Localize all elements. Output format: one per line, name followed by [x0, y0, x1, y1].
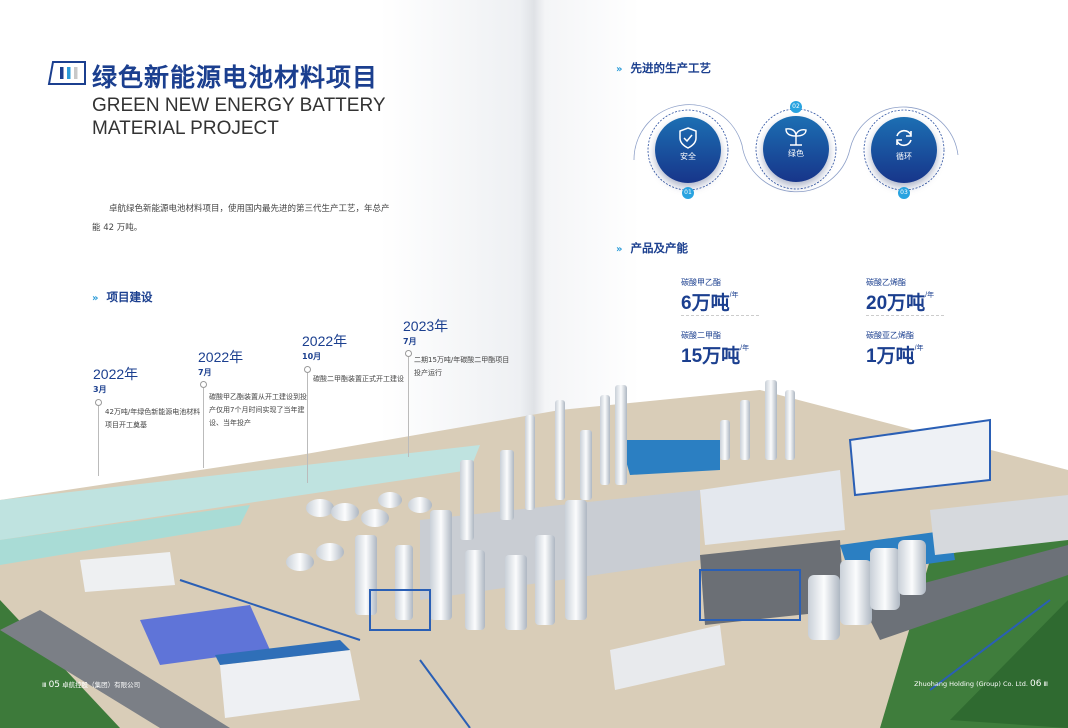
page-number: 05	[48, 680, 61, 690]
process-rings	[633, 104, 959, 193]
product-item: 碳酸甲乙酯 6万吨/年	[681, 277, 759, 316]
page-number: 06	[1029, 679, 1042, 689]
sprout-icon	[785, 128, 807, 146]
timeline-year: 2022年	[198, 349, 244, 365]
subtitle-line-1: GREEN NEW ENERGY BATTERY	[92, 95, 386, 116]
process-item-safety: 安全	[655, 117, 721, 183]
recycle-arrows-icon	[896, 129, 912, 147]
product-capacity: 15万吨	[681, 346, 741, 367]
timeline-line	[307, 373, 308, 483]
footer-right: Zhuohang Holding (Group) Co. Ltd. 06 Ⅲ	[914, 679, 1048, 689]
footer-company: 卓航控股（集团）有限公司	[62, 681, 141, 689]
step-badge: 02	[790, 101, 802, 113]
footer-bars-icon: Ⅲ	[42, 681, 47, 689]
timeline-item: 2022年 7月 碳酸甲乙酯装置从开工建设到投产仅用7个月时间实现了当年建设、当…	[198, 347, 307, 468]
page-title: 绿色新能源电池材料项目	[92, 63, 379, 92]
timeline-month: 10月	[302, 352, 322, 361]
capacity-unit: /年	[729, 292, 739, 299]
capacity-unit: /年	[914, 345, 924, 352]
timeline-text: 碳酸二甲酯装置正式开工建设	[313, 375, 404, 383]
timeline-dot	[304, 366, 311, 373]
timeline-year: 2022年	[93, 366, 139, 382]
product-item: 碳酸二甲酯 15万吨/年	[681, 330, 749, 368]
footer-bars-icon: Ⅲ	[1043, 680, 1048, 688]
product-name: 碳酸甲乙酯	[681, 278, 721, 287]
timeline-year: 2023年	[403, 318, 449, 334]
timeline-year: 2022年	[302, 333, 348, 349]
timeline-dot	[95, 399, 102, 406]
process-label: 绿色	[788, 149, 804, 158]
chevron-right-icon: »	[616, 244, 623, 255]
timeline-item: 2022年 3月 42万吨/年绿色新能源电池材料项目开工奠基	[93, 364, 200, 476]
product-item: 碳酸亚乙烯酯 1万吨/年	[866, 330, 924, 368]
capacity-unit: /年	[740, 345, 750, 352]
timeline-dot	[200, 381, 207, 388]
timeline-line	[203, 388, 204, 468]
timeline-month: 7月	[198, 368, 212, 377]
product-item: 碳酸乙烯酯 20万吨/年	[866, 277, 944, 316]
section-logo-icon	[47, 61, 86, 85]
product-capacity: 1万吨	[866, 346, 915, 367]
section-label: 项目建设	[106, 290, 153, 304]
step-badge: 01	[682, 187, 694, 199]
chevron-right-icon: »	[616, 64, 623, 75]
product-capacity: 20万吨	[866, 293, 926, 314]
subtitle-line-2: MATERIAL PROJECT	[92, 118, 279, 139]
divider	[866, 315, 944, 316]
product-name: 碳酸乙烯酯	[866, 278, 906, 287]
timeline-text: 二期15万吨/年碳酸二甲酯项目投产运行	[414, 356, 510, 377]
timeline-month: 3月	[93, 385, 107, 394]
timeline-line	[408, 357, 409, 457]
section-label: 先进的生产工艺	[630, 61, 711, 75]
process-label: 循环	[896, 152, 912, 161]
footer-company: Zhuohang Holding (Group) Co. Ltd.	[914, 680, 1028, 688]
section-heading-construction: » 项目建设	[92, 289, 152, 305]
timeline-item: 2023年 7月 二期15万吨/年碳酸二甲酯项目投产运行	[403, 316, 509, 457]
timeline-dot	[405, 350, 412, 357]
product-capacity: 6万吨	[681, 293, 730, 314]
divider	[681, 315, 759, 316]
section-heading-products: » 产品及产能	[616, 240, 688, 256]
footer-left: Ⅲ 05 卓航控股（集团）有限公司	[42, 679, 140, 690]
page-subtitle-en: GREEN NEW ENERGY BATTERY MATERIAL PROJEC…	[92, 94, 386, 140]
product-name: 碳酸亚乙烯酯	[866, 331, 914, 340]
timeline-text: 42万吨/年绿色新能源电池材料项目开工奠基	[105, 408, 201, 429]
timeline-month: 7月	[403, 337, 417, 346]
shield-check-icon	[679, 127, 697, 149]
product-name: 碳酸二甲酯	[681, 331, 721, 340]
process-item-green: 绿色	[763, 116, 829, 182]
intro-paragraph: 卓航绿色新能源电池材料项目，使用国内最先进的第三代生产工艺，年总产能 42 万吨…	[92, 204, 390, 233]
section-heading-process: » 先进的生产工艺	[616, 60, 711, 76]
step-badge: 03	[898, 187, 910, 199]
process-item-recycle: 循环	[871, 117, 937, 183]
capacity-unit: /年	[925, 292, 935, 299]
timeline-item: 2022年 10月 碳酸二甲酯装置正式开工建设	[302, 331, 404, 483]
section-label: 产品及产能	[630, 241, 688, 255]
timeline-line	[98, 406, 99, 476]
chevron-right-icon: »	[92, 293, 99, 304]
timeline-text: 碳酸甲乙酯装置从开工建设到投产仅用7个月时间实现了当年建设、当年投产	[209, 393, 307, 427]
process-label: 安全	[680, 152, 696, 161]
